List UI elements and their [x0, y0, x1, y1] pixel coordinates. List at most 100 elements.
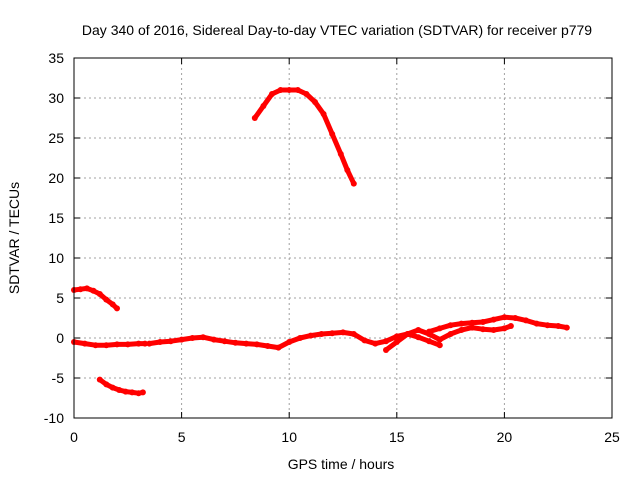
data-point: [320, 111, 327, 117]
grid-lines: [74, 58, 612, 418]
data-point: [146, 340, 153, 347]
data-point: [294, 87, 301, 93]
data-point: [383, 338, 389, 345]
data-point: [522, 317, 529, 324]
x-tick-label: 25: [604, 429, 620, 445]
data-point: [139, 389, 146, 396]
data-point: [114, 341, 120, 348]
plot-frame: [73, 57, 613, 419]
data-point: [103, 296, 110, 303]
data-point: [383, 347, 389, 353]
data-point: [77, 286, 84, 293]
data-point: [303, 91, 310, 97]
x-tick-label: 5: [178, 429, 186, 445]
data-point: [312, 99, 318, 105]
data-point: [436, 342, 443, 349]
data-point: [340, 329, 346, 336]
data-point: [458, 327, 465, 333]
data-point: [221, 338, 228, 345]
data-point: [479, 326, 486, 333]
data-point: [103, 381, 110, 388]
data-point: [109, 301, 116, 308]
data-point: [490, 327, 497, 333]
series-arc-3: [96, 376, 146, 397]
data-point: [361, 337, 368, 344]
data-point: [436, 325, 443, 332]
axis-ticks: 0 5 10 15 20 25 -10 -5 0 5 10 15 20 25 30 35: [44, 50, 620, 445]
data-point: [307, 332, 314, 339]
series-line: [252, 87, 357, 187]
data-point: [178, 336, 185, 343]
data-point: [286, 87, 293, 93]
series-arc-6: [426, 314, 570, 335]
x-tick-label: 15: [389, 429, 405, 445]
series-arc-7: [251, 87, 357, 187]
data-point: [544, 322, 551, 329]
data-point: [490, 316, 497, 323]
data-point: [286, 339, 293, 345]
data-point: [555, 323, 562, 329]
data-point: [103, 342, 110, 349]
data-point: [90, 287, 97, 294]
y-tick-label: 5: [56, 290, 64, 306]
series-arc-5: [383, 323, 514, 353]
data-point: [116, 387, 123, 393]
data-point: [372, 340, 379, 347]
y-tick-label: 30: [48, 90, 64, 106]
y-axis-label: SDTVAR / TECUs: [6, 182, 22, 294]
y-tick-label: -5: [52, 370, 65, 386]
data-point: [81, 340, 88, 347]
data-point: [350, 180, 357, 187]
data-point: [469, 319, 476, 326]
data-point: [232, 339, 239, 346]
data-point: [124, 341, 131, 348]
x-tick-label: 0: [70, 429, 78, 445]
data-point: [447, 322, 454, 329]
data-point: [318, 331, 325, 337]
y-tick-label: 0: [56, 330, 64, 346]
series-arc-4: [146, 329, 443, 351]
series-arc-2: [71, 339, 148, 349]
data-point: [83, 285, 90, 292]
data-point: [415, 327, 422, 333]
data-point: [96, 376, 103, 383]
data-point: [512, 315, 519, 321]
data-point: [426, 338, 433, 345]
data-point: [200, 334, 207, 341]
x-axis-label: GPS time / hours: [288, 456, 395, 472]
x-tick-label: 20: [497, 429, 513, 445]
data-point: [92, 342, 99, 349]
data-point: [210, 336, 217, 343]
data-point: [167, 338, 174, 345]
data-point: [329, 330, 336, 337]
data-point: [96, 291, 103, 297]
data-point: [458, 320, 465, 327]
data-point: [404, 331, 411, 337]
data-point: [243, 340, 250, 347]
data-point: [157, 339, 164, 345]
data-point: [469, 324, 476, 331]
data-point: [114, 305, 120, 312]
data-point: [329, 131, 336, 137]
data-series: [71, 87, 570, 397]
y-tick-label: 35: [48, 50, 64, 66]
data-point: [135, 340, 142, 347]
data-point: [501, 325, 508, 332]
data-point: [277, 87, 284, 93]
data-point: [479, 319, 486, 325]
data-point: [447, 331, 454, 337]
data-point: [269, 91, 275, 97]
data-point: [251, 115, 258, 121]
data-point: [393, 339, 400, 345]
data-point: [109, 384, 116, 391]
data-point: [436, 336, 443, 343]
y-tick-label: 25: [48, 130, 64, 146]
data-point: [507, 323, 514, 329]
data-point: [426, 328, 433, 335]
data-point: [415, 334, 422, 341]
data-point: [337, 151, 344, 157]
data-point: [122, 388, 129, 395]
y-tick-label: 15: [48, 210, 64, 226]
chart-title: Day 340 of 2016, Sidereal Day-to-day VTE…: [82, 22, 592, 38]
